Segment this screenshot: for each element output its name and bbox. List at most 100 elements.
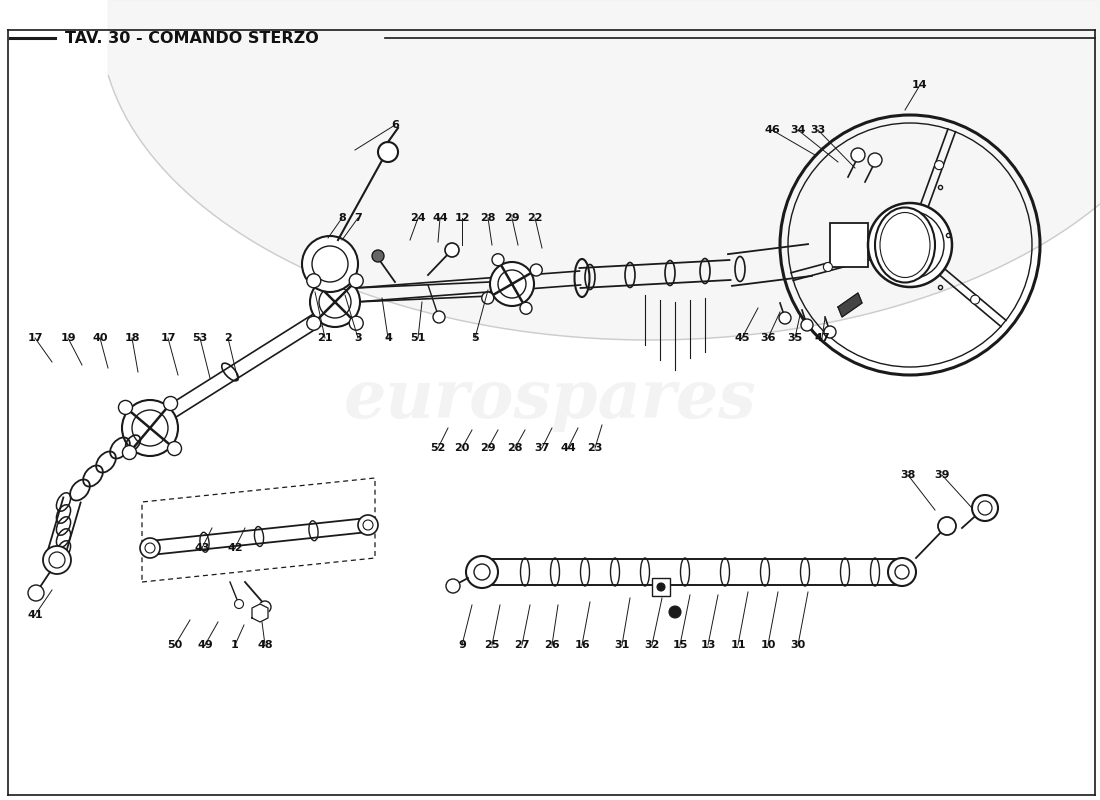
Text: 40: 40: [92, 333, 108, 343]
Text: 53: 53: [192, 333, 208, 343]
Text: 8: 8: [338, 213, 345, 223]
Circle shape: [498, 270, 526, 298]
Circle shape: [167, 442, 182, 455]
Text: 45: 45: [735, 333, 750, 343]
Circle shape: [145, 543, 155, 553]
Circle shape: [824, 326, 836, 338]
Text: 44: 44: [560, 443, 576, 453]
Circle shape: [895, 565, 909, 579]
Text: 36: 36: [760, 333, 775, 343]
Text: 30: 30: [791, 640, 805, 650]
Text: 44: 44: [432, 213, 448, 223]
Text: 28: 28: [481, 213, 496, 223]
Circle shape: [851, 148, 865, 162]
Text: 52: 52: [430, 443, 446, 453]
Circle shape: [349, 274, 363, 288]
Text: 47: 47: [814, 333, 829, 343]
Text: 25: 25: [484, 640, 499, 650]
Text: 2: 2: [224, 333, 232, 343]
Circle shape: [972, 495, 998, 521]
Circle shape: [433, 311, 446, 323]
Text: 29: 29: [504, 213, 520, 223]
Circle shape: [657, 583, 665, 591]
Text: 9: 9: [458, 640, 466, 650]
Text: 5: 5: [471, 333, 478, 343]
Polygon shape: [252, 604, 268, 622]
Circle shape: [669, 606, 681, 618]
Text: 41: 41: [28, 610, 43, 620]
Circle shape: [446, 579, 460, 593]
Text: eurospares: eurospares: [343, 367, 757, 433]
Text: 49: 49: [197, 640, 213, 650]
Circle shape: [801, 319, 813, 331]
Text: 42: 42: [228, 543, 243, 553]
Text: 48: 48: [257, 640, 273, 650]
Circle shape: [466, 556, 498, 588]
Circle shape: [935, 161, 944, 170]
Circle shape: [978, 501, 992, 515]
Text: 15: 15: [672, 640, 688, 650]
Text: 19: 19: [60, 333, 76, 343]
Circle shape: [868, 153, 882, 167]
Text: 50: 50: [167, 640, 183, 650]
Text: 21: 21: [317, 333, 332, 343]
Circle shape: [122, 446, 136, 459]
Ellipse shape: [880, 213, 929, 278]
Circle shape: [307, 274, 321, 288]
Circle shape: [890, 225, 930, 265]
Text: 14: 14: [912, 80, 927, 90]
Text: 38: 38: [900, 470, 915, 480]
Circle shape: [363, 520, 373, 530]
Text: 17: 17: [28, 333, 43, 343]
Circle shape: [307, 316, 321, 330]
Circle shape: [520, 302, 532, 314]
Circle shape: [28, 585, 44, 601]
Circle shape: [378, 142, 398, 162]
Text: 51: 51: [410, 333, 426, 343]
Circle shape: [482, 292, 494, 304]
Text: 24: 24: [410, 213, 426, 223]
Text: 3: 3: [354, 333, 362, 343]
Text: 31: 31: [614, 640, 629, 650]
Text: 13: 13: [701, 640, 716, 650]
Circle shape: [446, 243, 459, 257]
Circle shape: [358, 515, 378, 535]
Text: 4: 4: [384, 333, 392, 343]
Text: 12: 12: [454, 213, 470, 223]
Text: 28: 28: [507, 443, 522, 453]
Text: 34: 34: [790, 125, 805, 135]
Text: 11: 11: [730, 640, 746, 650]
Text: 39: 39: [934, 470, 949, 480]
Circle shape: [122, 400, 178, 456]
Text: 22: 22: [527, 213, 542, 223]
Text: 20: 20: [454, 443, 470, 453]
Circle shape: [258, 601, 271, 613]
Circle shape: [312, 246, 348, 282]
Circle shape: [824, 262, 833, 271]
Text: 16: 16: [574, 640, 590, 650]
Bar: [652, 578, 670, 596]
Text: 17: 17: [161, 333, 176, 343]
Text: 32: 32: [645, 640, 660, 650]
Circle shape: [319, 286, 351, 318]
Text: 7: 7: [354, 213, 362, 223]
Text: 1: 1: [231, 640, 239, 650]
Circle shape: [474, 564, 490, 580]
Text: 18: 18: [124, 333, 140, 343]
Text: 26: 26: [544, 640, 560, 650]
Circle shape: [164, 397, 177, 410]
Circle shape: [132, 410, 168, 446]
Circle shape: [140, 538, 159, 558]
Text: 33: 33: [811, 125, 826, 135]
Polygon shape: [838, 293, 862, 317]
Ellipse shape: [874, 207, 935, 282]
Circle shape: [302, 236, 358, 292]
Text: 35: 35: [788, 333, 803, 343]
Circle shape: [970, 295, 980, 304]
Circle shape: [779, 312, 791, 324]
Circle shape: [492, 254, 504, 266]
Text: 29: 29: [481, 443, 496, 453]
Circle shape: [490, 262, 534, 306]
Text: 43: 43: [195, 543, 210, 553]
Text: 10: 10: [760, 640, 775, 650]
